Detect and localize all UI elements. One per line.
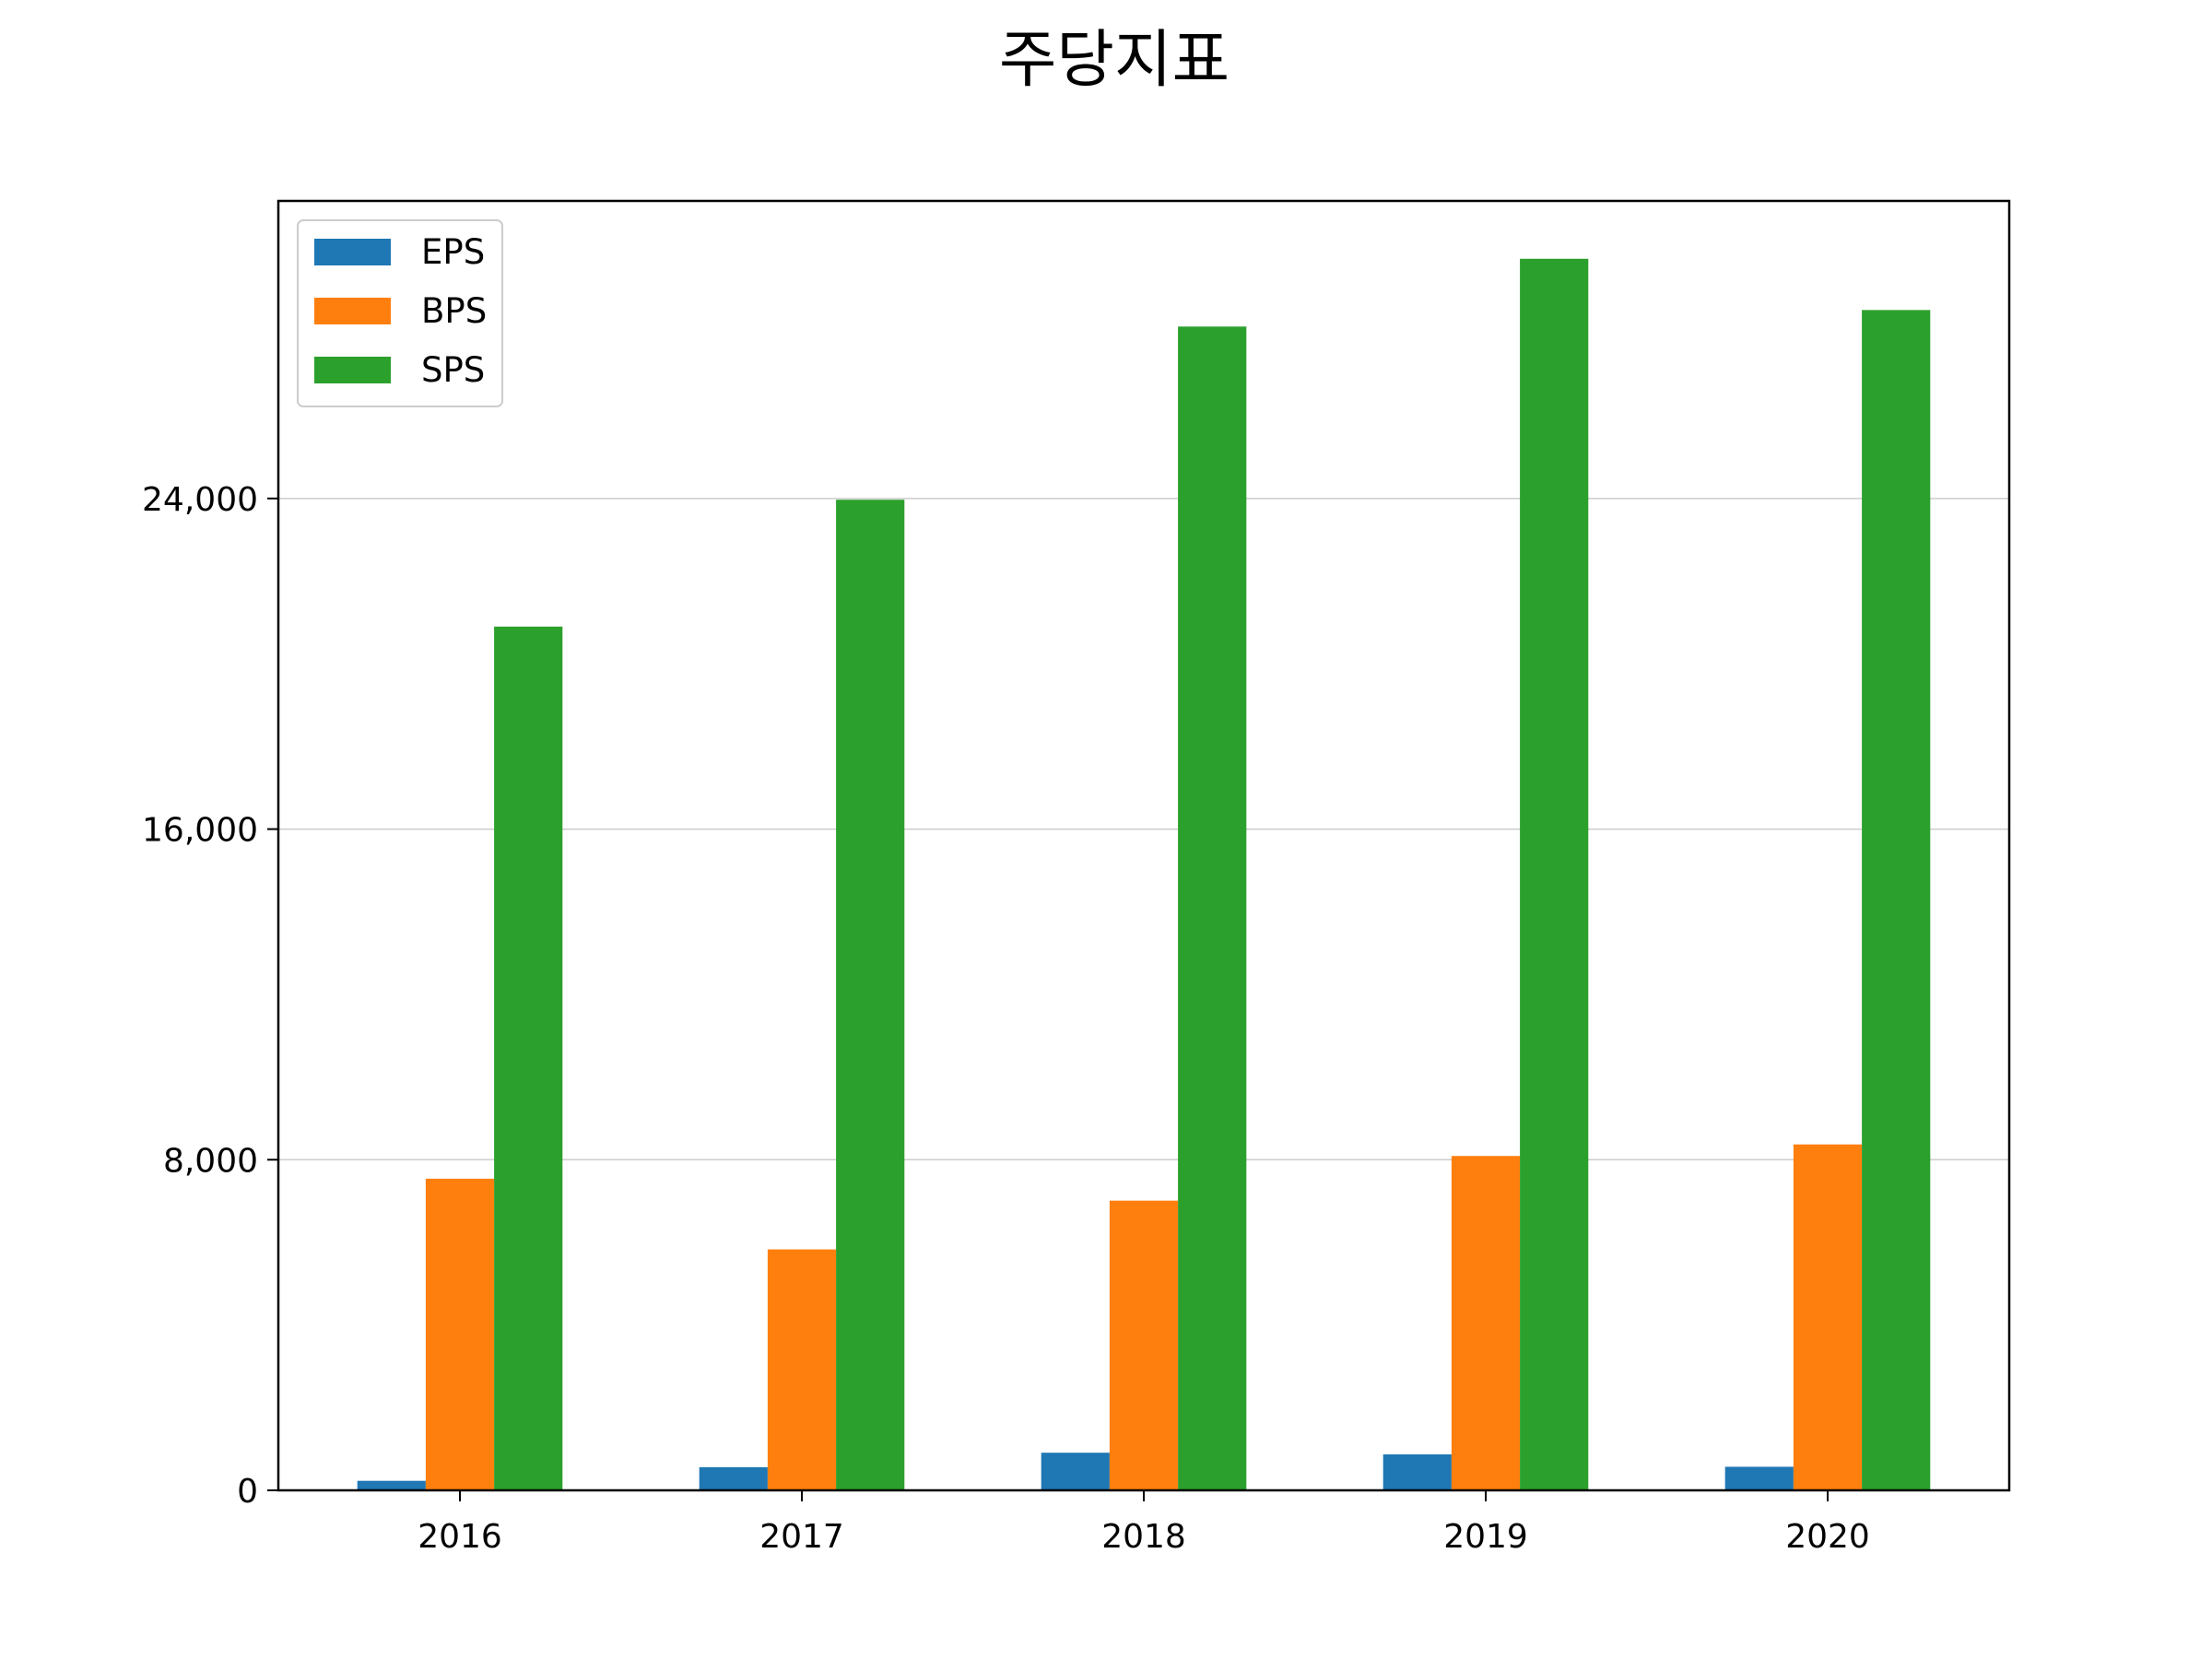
legend-label-sps: SPS — [421, 350, 485, 390]
bar-bps-2017 — [767, 1249, 837, 1490]
gridlines — [278, 498, 2009, 1161]
x-tick-label-2019: 2019 — [1443, 1518, 1528, 1556]
x-tick-label-2017: 2017 — [759, 1518, 844, 1556]
bar-sps-2017 — [836, 500, 905, 1490]
bar-eps-2020 — [1724, 1466, 1794, 1490]
y-tick-label-3: 24,000 — [142, 481, 258, 519]
bar-sps-2016 — [494, 626, 563, 1490]
bar-sps-2018 — [1178, 326, 1247, 1490]
y-axis: 0 8,000 16,000 24,000 — [142, 481, 278, 1511]
chart-title: 주당지표 — [999, 24, 1230, 97]
bars — [357, 258, 1931, 1490]
bar-eps-2019 — [1382, 1453, 1452, 1490]
legend-label-eps: EPS — [421, 232, 485, 272]
bar-eps-2018 — [1041, 1453, 1110, 1490]
legend-swatch-sps — [314, 357, 391, 383]
legend-swatch-eps — [314, 239, 391, 265]
y-tick-label-2: 16,000 — [142, 812, 258, 850]
legend: EPS BPS SPS — [297, 219, 503, 407]
x-axis: 2016 2017 2018 2019 2020 — [418, 1490, 1870, 1556]
bar-eps-2017 — [699, 1466, 768, 1490]
bar-sps-2019 — [1520, 258, 1589, 1490]
legend-label-bps: BPS — [421, 291, 487, 331]
bar-bps-2016 — [425, 1178, 495, 1490]
x-tick-label-2018: 2018 — [1101, 1518, 1186, 1556]
y-tick-label-1: 8,000 — [163, 1142, 258, 1180]
y-tick-label-0: 0 — [237, 1473, 258, 1511]
x-tick-label-2016: 2016 — [418, 1518, 502, 1556]
x-tick-label-2020: 2020 — [1785, 1518, 1870, 1556]
bar-bps-2020 — [1793, 1144, 1863, 1490]
bar-sps-2020 — [1862, 310, 1931, 1490]
bar-bps-2019 — [1451, 1156, 1521, 1490]
bar-bps-2018 — [1109, 1200, 1179, 1490]
legend-swatch-bps — [314, 298, 391, 324]
bar-eps-2016 — [357, 1480, 426, 1490]
